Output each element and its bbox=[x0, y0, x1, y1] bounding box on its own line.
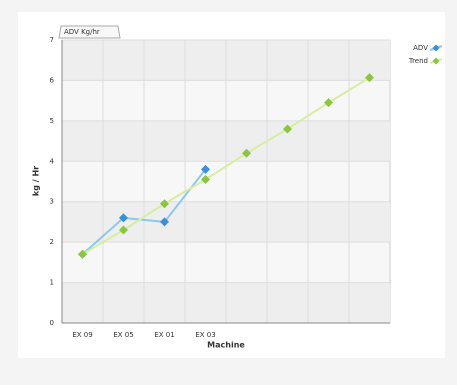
point-marker bbox=[78, 249, 87, 259]
x-tick-label: EX 01 bbox=[154, 331, 174, 339]
x-tick-label: EX 05 bbox=[113, 331, 133, 339]
point-marker bbox=[365, 73, 374, 83]
series-line bbox=[81, 168, 207, 256]
point-marker bbox=[119, 225, 128, 235]
point-marker bbox=[160, 217, 169, 227]
y-tick-label: 6 bbox=[50, 76, 55, 84]
y-tick-label: 7 bbox=[50, 36, 54, 44]
legend-label: Trend bbox=[408, 57, 428, 65]
legend-label: ADV bbox=[413, 44, 428, 52]
y-tick-label: 0 bbox=[50, 319, 54, 327]
x-axis-title: Machine bbox=[207, 341, 245, 350]
point-marker bbox=[242, 148, 251, 158]
y-tick-label: 5 bbox=[50, 117, 54, 125]
series-line bbox=[81, 76, 371, 256]
legend-marker bbox=[432, 57, 440, 65]
legend-marker bbox=[432, 44, 440, 52]
point-marker bbox=[119, 213, 128, 223]
y-tick-label: 2 bbox=[50, 238, 54, 246]
point-marker bbox=[160, 199, 169, 209]
chart-title: ADV Kg/hr bbox=[64, 28, 100, 36]
point-marker bbox=[201, 174, 210, 184]
point-marker bbox=[283, 124, 292, 134]
x-tick-label: EX 09 bbox=[72, 331, 92, 339]
y-tick-label: 4 bbox=[50, 157, 55, 165]
point-marker bbox=[324, 98, 333, 108]
y-axis-title: kg / Hr bbox=[32, 166, 41, 196]
point-marker bbox=[201, 164, 210, 174]
title-tab bbox=[58, 25, 121, 39]
y-tick-label: 3 bbox=[50, 198, 54, 206]
y-tick-label: 1 bbox=[50, 279, 54, 287]
x-tick-label: EX 03 bbox=[195, 331, 215, 339]
